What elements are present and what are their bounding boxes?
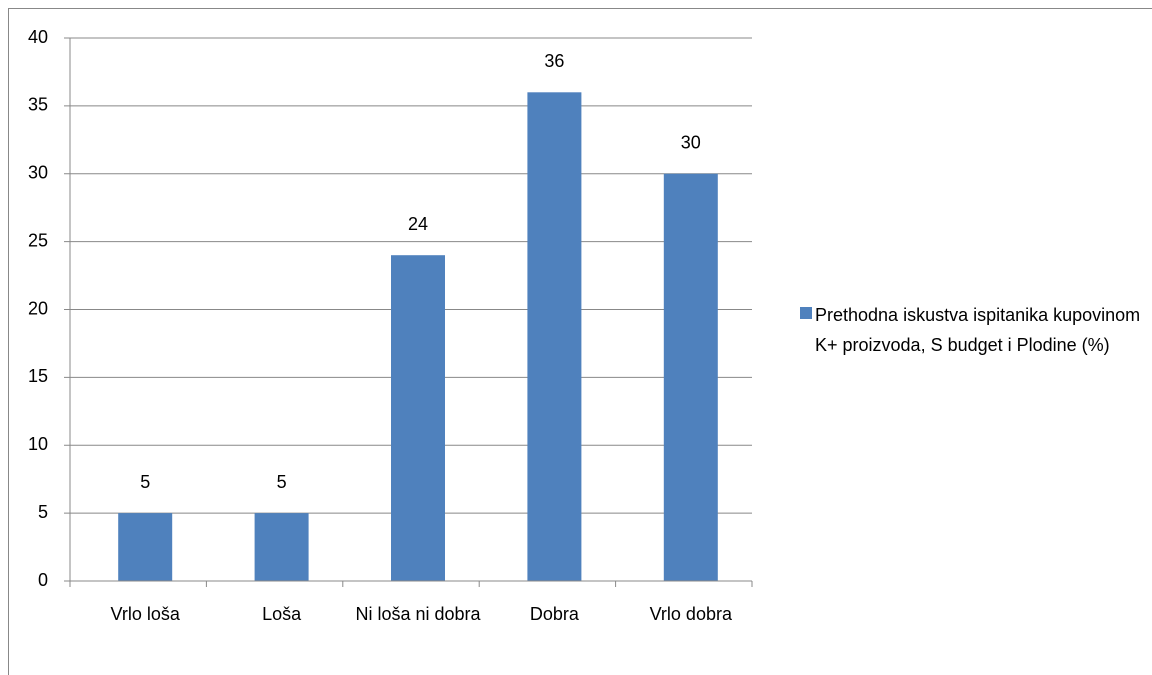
data-label: 36 (544, 51, 564, 71)
y-tick-label: 5 (38, 502, 48, 522)
x-tick-label: Vrlo dobra (649, 604, 732, 624)
data-label: 5 (140, 472, 150, 492)
x-tick-label: Vrlo loša (110, 604, 180, 624)
bar (118, 513, 173, 581)
y-tick-label: 10 (28, 434, 48, 454)
bar (663, 173, 718, 581)
y-tick-label: 0 (38, 570, 48, 590)
bar (391, 255, 445, 581)
y-tick-label: 35 (28, 95, 48, 115)
data-label: 24 (408, 214, 428, 234)
bar (254, 513, 309, 581)
data-label: 30 (681, 133, 701, 153)
x-tick-label: Dobra (529, 604, 579, 624)
x-tick-label: Loša (262, 604, 302, 624)
legend-label: Prethodna iskustva ispitanika kupovinom … (815, 305, 1141, 355)
y-tick-label: 30 (28, 163, 48, 183)
x-tick-label: Ni loša ni dobra (355, 604, 481, 624)
data-label: 5 (277, 472, 287, 492)
y-tick-label: 25 (28, 230, 48, 250)
legend-swatch (800, 307, 812, 319)
y-tick-label: 40 (28, 27, 48, 47)
chart-border (8, 8, 1152, 675)
bar (527, 92, 582, 582)
y-tick-label: 15 (28, 366, 48, 386)
y-tick-label: 20 (28, 298, 48, 318)
